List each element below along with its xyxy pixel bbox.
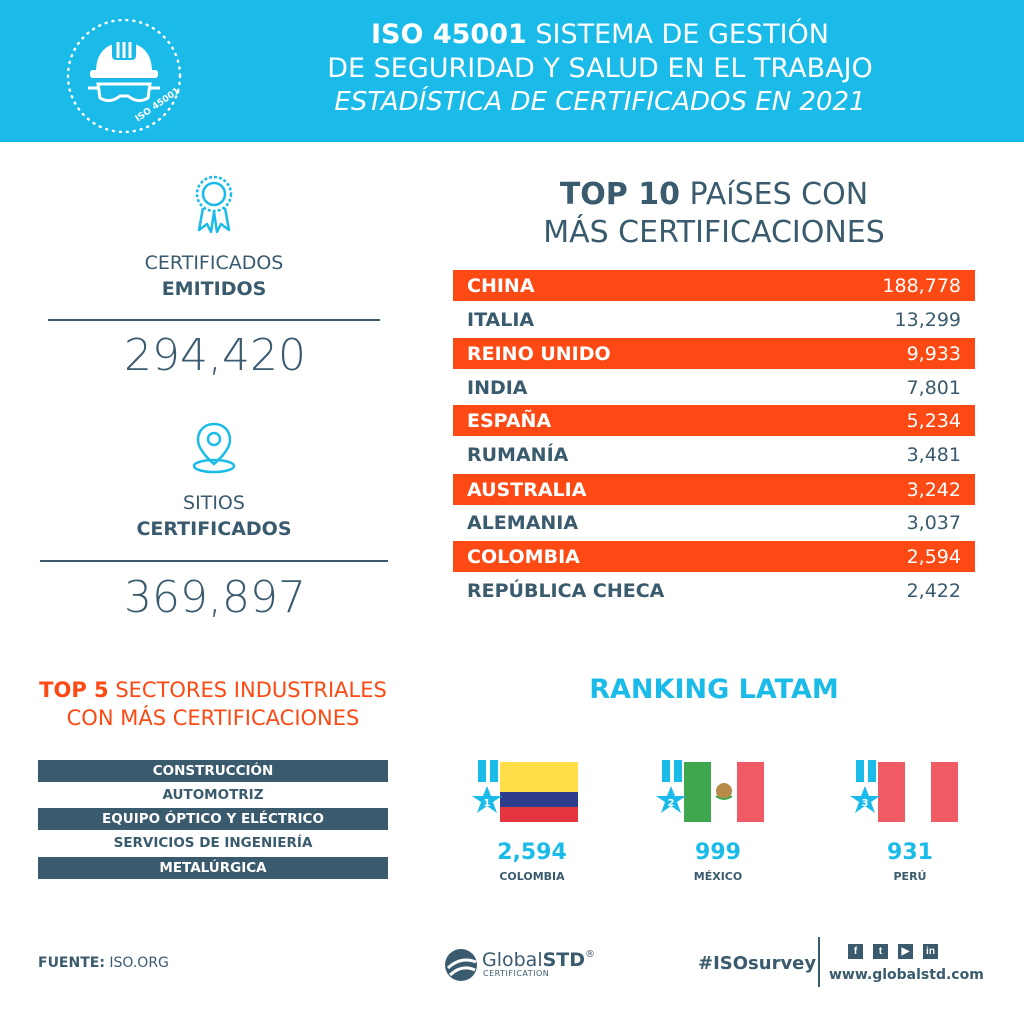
youtube-icon[interactable]: ▶ bbox=[898, 944, 913, 959]
country-value: 3,037 bbox=[906, 511, 961, 534]
page-title-line1: ISO 45001 SISTEMA DE GESTIÓN bbox=[371, 19, 829, 50]
svg-text:ISO 45001: ISO 45001 bbox=[134, 86, 182, 124]
country-row: REINO UNIDO 9,933 bbox=[453, 338, 975, 369]
ranking-value: 931 bbox=[887, 840, 933, 865]
top10-title: TOP 10 PAíSES CON MÁS CERTIFICACIONES bbox=[543, 177, 885, 250]
sites-value: 369,897 bbox=[124, 572, 306, 623]
ranking-country: COLOMBIA bbox=[499, 870, 565, 883]
country-row: ITALIA 13,299 bbox=[453, 304, 975, 335]
country-row: ESPAÑA 5,234 bbox=[453, 405, 975, 436]
location-pin-icon bbox=[192, 422, 236, 474]
country-value: 2,594 bbox=[906, 545, 961, 568]
colombia-flag-medal-icon: 1 bbox=[472, 760, 578, 822]
social-links: f t ▶ in bbox=[848, 944, 938, 959]
country-row: INDIA 7,801 bbox=[453, 372, 975, 403]
sites-label: SITIOS CERTIFICADOS bbox=[136, 492, 292, 540]
website-link[interactable]: www.globalstd.com bbox=[829, 967, 984, 983]
country-name: REINO UNIDO bbox=[467, 342, 611, 365]
sectors-title: TOP 5 SECTORES INDUSTRIALES CON MÁS CERT… bbox=[39, 678, 387, 730]
certificates-value: 294,420 bbox=[124, 330, 306, 381]
country-name: ESPAÑA bbox=[467, 409, 552, 432]
svg-text:1: 1 bbox=[484, 798, 491, 809]
country-value: 7,801 bbox=[906, 376, 961, 399]
country-row: REPÚBLICA CHECA 2,422 bbox=[453, 575, 975, 606]
country-value: 188,778 bbox=[882, 274, 961, 297]
source-credit: FUENTE: ISO.ORG bbox=[38, 955, 169, 971]
country-value: 13,299 bbox=[894, 308, 961, 331]
sector-item: SERVICIOS DE INGENIERÍA bbox=[113, 835, 313, 851]
page-title-line2: DE SEGURIDAD Y SALUD EN EL TRABAJO bbox=[327, 53, 873, 84]
ranking-country: PERÚ bbox=[893, 870, 927, 883]
award-ribbon-icon bbox=[195, 175, 233, 234]
ranking-country: MÉXICO bbox=[693, 870, 743, 883]
country-row: RUMANÍA 3,481 bbox=[453, 439, 975, 470]
divider bbox=[818, 937, 820, 987]
country-name: CHINA bbox=[467, 274, 535, 297]
sector-item: CONSTRUCCIÓN bbox=[38, 760, 388, 782]
ranking-value: 2,594 bbox=[497, 840, 567, 865]
header-title-block: ISO 45001 SISTEMA DE GESTIÓN DE SEGURIDA… bbox=[250, 18, 950, 118]
globalstd-logo-text: GlobalSTD® bbox=[482, 949, 596, 971]
country-row: CHINA 188,778 bbox=[453, 270, 975, 301]
country-name: AUSTRALIA bbox=[467, 478, 587, 501]
svg-text:3: 3 bbox=[862, 798, 869, 809]
ranking-title: RANKING LATAM bbox=[589, 674, 839, 705]
peru-flag-medal-icon: 3 bbox=[850, 760, 958, 822]
page-subtitle: ESTADÍSTICA DE CERTIFICADOS EN 2021 bbox=[334, 87, 866, 117]
certificates-label: CERTIFICADOS EMITIDOS bbox=[144, 252, 284, 300]
iso-badge-icon: ISO 45001 bbox=[66, 18, 182, 134]
country-name: RUMANÍA bbox=[467, 443, 569, 466]
sector-item: METALÚRGICA bbox=[38, 857, 388, 879]
country-name: COLOMBIA bbox=[467, 545, 580, 568]
globalstd-logo-icon bbox=[445, 949, 477, 981]
divider bbox=[40, 560, 388, 562]
country-row: COLOMBIA 2,594 bbox=[453, 541, 975, 572]
sector-item: AUTOMOTRIZ bbox=[162, 787, 264, 803]
country-name: INDIA bbox=[467, 376, 528, 399]
hard-hat-icon bbox=[88, 40, 160, 103]
country-name: REPÚBLICA CHECA bbox=[467, 579, 665, 602]
country-value: 3,242 bbox=[906, 478, 961, 501]
header-banner: ISO 45001 ISO 45001 SISTEMA DE GESTIÓN D… bbox=[0, 0, 1024, 142]
country-value: 3,481 bbox=[906, 443, 961, 466]
facebook-icon[interactable]: f bbox=[848, 944, 863, 959]
country-row: ALEMANIA 3,037 bbox=[453, 507, 975, 538]
country-name: ALEMANIA bbox=[467, 511, 579, 534]
linkedin-icon[interactable]: in bbox=[923, 944, 938, 959]
country-name: ITALIA bbox=[467, 308, 535, 331]
twitter-icon[interactable]: t bbox=[873, 944, 888, 959]
country-value: 5,234 bbox=[906, 409, 961, 432]
globalstd-logo-subtitle: CERTIFICATION bbox=[483, 969, 550, 978]
sector-item: EQUIPO ÓPTICO Y ELÉCTRICO bbox=[38, 808, 388, 830]
country-value: 9,933 bbox=[906, 342, 961, 365]
mexico-flag-medal-icon: 2 bbox=[656, 760, 764, 822]
country-value: 2,422 bbox=[906, 579, 961, 602]
hashtag: #ISOsurvey bbox=[698, 953, 817, 974]
svg-text:2: 2 bbox=[668, 798, 675, 809]
country-row: AUSTRALIA 3,242 bbox=[453, 474, 975, 505]
ranking-value: 999 bbox=[695, 840, 741, 865]
divider bbox=[48, 319, 380, 321]
